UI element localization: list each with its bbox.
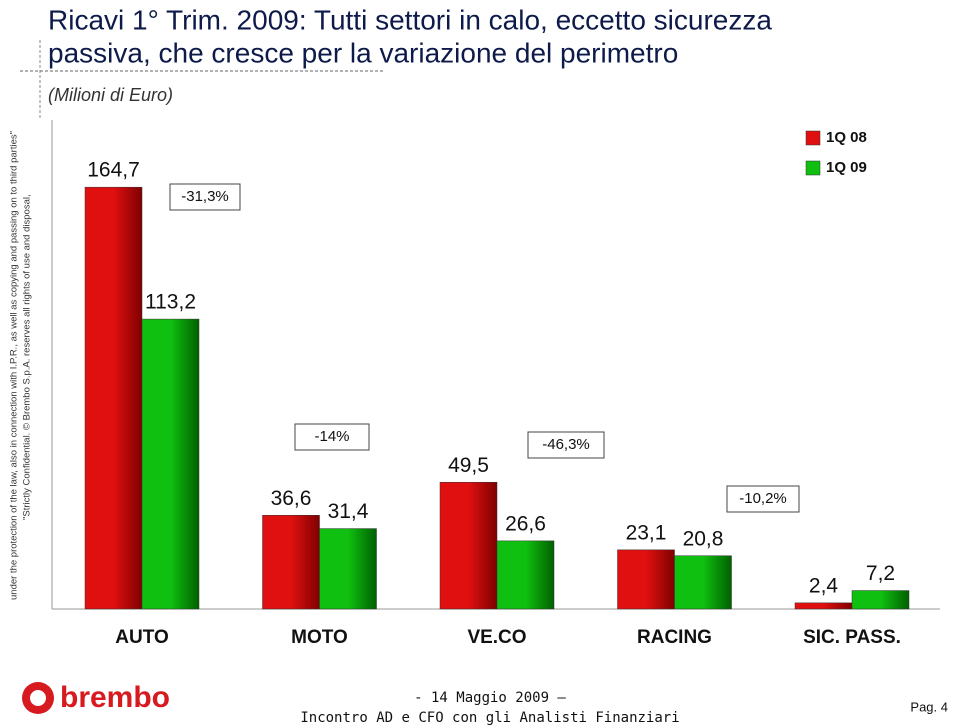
bar	[617, 549, 675, 610]
x-tick-label: RACING	[637, 627, 712, 648]
value-label: 7,2	[866, 562, 895, 585]
subtitle: (Milioni di Euro)	[48, 85, 173, 105]
legend-swatch	[805, 130, 821, 146]
value-label: 113,2	[145, 291, 196, 314]
x-tick-label: AUTO	[115, 627, 168, 648]
title-line-1: Ricavi 1° Trim. 2009: Tutti settori in c…	[48, 4, 772, 35]
logo-text: brembo	[60, 681, 170, 714]
bar	[319, 528, 377, 610]
bar	[674, 555, 732, 610]
value-label: 26,6	[505, 512, 546, 535]
annotation: -46,3%	[542, 436, 590, 453]
value-label: 31,4	[328, 500, 369, 523]
bar	[141, 318, 200, 610]
bar	[262, 515, 320, 610]
logo: brembo	[22, 681, 170, 714]
bar	[496, 540, 555, 610]
annotation: -10,2%	[739, 490, 787, 507]
title-line-2: passiva, che cresce per la variazione de…	[48, 37, 678, 68]
value-label: 36,6	[271, 487, 312, 510]
annotation: -14%	[314, 428, 349, 445]
side-note-1: "Strictly Confidential. © Brembo S.p.A. …	[22, 194, 33, 520]
legend-label: 1Q 09	[826, 159, 867, 176]
bar	[794, 602, 853, 610]
value-label: 23,1	[626, 521, 667, 544]
x-tick-label: MOTO	[291, 627, 348, 648]
footer-event: Incontro AD e CFO con gli Analisti Finan…	[300, 710, 679, 726]
bar	[439, 481, 498, 610]
value-label: 2,4	[809, 574, 839, 597]
x-tick-label: SIC. PASS.	[803, 627, 901, 648]
value-label: 164,7	[87, 159, 140, 182]
page-number: Pag. 4	[910, 699, 948, 714]
annotation: -31,3%	[181, 188, 229, 205]
value-label: 49,5	[448, 454, 489, 477]
annotation-box	[726, 485, 800, 513]
x-tick-label: VE.CO	[467, 627, 526, 648]
legend-swatch	[805, 160, 821, 176]
annotation-box	[294, 423, 370, 451]
value-label: 20,8	[683, 527, 724, 550]
side-note-2: under the protection of the law, also in…	[9, 131, 20, 600]
annotation-box	[169, 183, 241, 211]
footer-date: - 14 Maggio 2009 –	[414, 690, 566, 706]
bar	[84, 186, 143, 610]
annotation-box	[527, 431, 605, 459]
legend-label: 1Q 08	[826, 129, 867, 146]
bar	[851, 590, 910, 610]
